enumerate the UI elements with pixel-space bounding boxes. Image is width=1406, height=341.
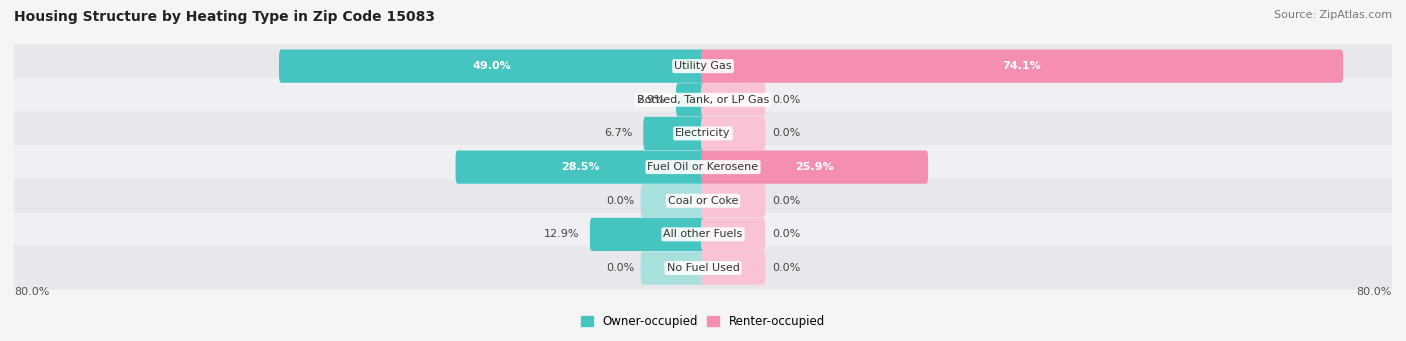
Text: 0.0%: 0.0% (772, 263, 800, 273)
FancyBboxPatch shape (0, 112, 1406, 155)
FancyBboxPatch shape (456, 150, 704, 184)
FancyBboxPatch shape (676, 83, 704, 116)
FancyBboxPatch shape (702, 251, 765, 285)
Text: Electricity: Electricity (675, 129, 731, 138)
FancyBboxPatch shape (0, 78, 1406, 122)
Text: 6.7%: 6.7% (605, 129, 633, 138)
FancyBboxPatch shape (0, 179, 1406, 223)
Text: Coal or Coke: Coal or Coke (668, 196, 738, 206)
Text: Housing Structure by Heating Type in Zip Code 15083: Housing Structure by Heating Type in Zip… (14, 10, 434, 24)
FancyBboxPatch shape (702, 218, 765, 251)
Text: All other Fuels: All other Fuels (664, 229, 742, 239)
FancyBboxPatch shape (0, 145, 1406, 189)
FancyBboxPatch shape (278, 49, 704, 83)
Text: Source: ZipAtlas.com: Source: ZipAtlas.com (1274, 10, 1392, 20)
Text: 80.0%: 80.0% (14, 287, 49, 297)
Text: No Fuel Used: No Fuel Used (666, 263, 740, 273)
FancyBboxPatch shape (641, 184, 704, 217)
Text: 0.0%: 0.0% (772, 129, 800, 138)
FancyBboxPatch shape (0, 44, 1406, 88)
Text: 25.9%: 25.9% (796, 162, 834, 172)
Legend: Owner-occupied, Renter-occupied: Owner-occupied, Renter-occupied (576, 310, 830, 333)
Text: 0.0%: 0.0% (606, 263, 634, 273)
Text: 0.0%: 0.0% (772, 95, 800, 105)
Text: 28.5%: 28.5% (561, 162, 599, 172)
Text: Bottled, Tank, or LP Gas: Bottled, Tank, or LP Gas (637, 95, 769, 105)
Text: 74.1%: 74.1% (1002, 61, 1042, 71)
FancyBboxPatch shape (641, 251, 704, 285)
Text: Utility Gas: Utility Gas (675, 61, 731, 71)
FancyBboxPatch shape (644, 117, 704, 150)
Text: Fuel Oil or Kerosene: Fuel Oil or Kerosene (647, 162, 759, 172)
Text: 80.0%: 80.0% (1357, 287, 1392, 297)
FancyBboxPatch shape (591, 218, 704, 251)
FancyBboxPatch shape (702, 150, 928, 184)
Text: 0.0%: 0.0% (606, 196, 634, 206)
FancyBboxPatch shape (702, 184, 765, 217)
FancyBboxPatch shape (702, 117, 765, 150)
Text: 2.9%: 2.9% (637, 95, 665, 105)
Text: 0.0%: 0.0% (772, 196, 800, 206)
Text: 12.9%: 12.9% (544, 229, 579, 239)
FancyBboxPatch shape (0, 246, 1406, 290)
Text: 0.0%: 0.0% (772, 229, 800, 239)
Text: 49.0%: 49.0% (472, 61, 512, 71)
FancyBboxPatch shape (0, 212, 1406, 256)
FancyBboxPatch shape (702, 83, 765, 116)
FancyBboxPatch shape (702, 49, 1343, 83)
